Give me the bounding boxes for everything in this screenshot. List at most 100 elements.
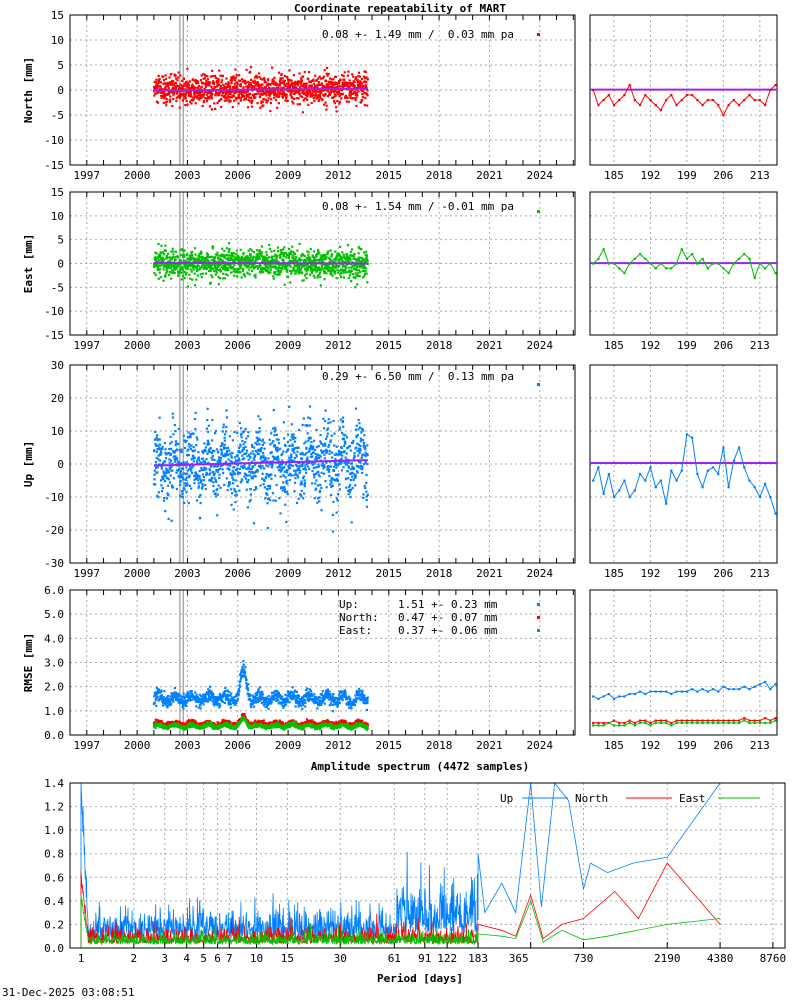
east-point xyxy=(363,260,367,264)
north-point xyxy=(329,93,332,96)
east-point xyxy=(187,257,190,260)
up-point xyxy=(260,455,263,459)
east-xtick-label: 1997 xyxy=(74,339,101,352)
up-point xyxy=(276,455,280,458)
north-point xyxy=(257,82,260,85)
east-point xyxy=(279,248,282,252)
north-point xyxy=(281,96,285,99)
north-point xyxy=(250,102,253,105)
up-point xyxy=(250,443,254,447)
rmse-up-point xyxy=(201,700,204,703)
east-point xyxy=(173,271,176,275)
east-point xyxy=(211,276,214,279)
north-point xyxy=(292,89,295,93)
up-point xyxy=(185,491,188,494)
up-point xyxy=(349,478,353,482)
up-point xyxy=(275,433,278,436)
east-xtick-label: 2000 xyxy=(124,339,151,352)
rmse-up-point xyxy=(155,704,158,707)
up-point xyxy=(241,454,244,457)
rmse-up-point xyxy=(223,691,226,694)
east-xtick-label: 2018 xyxy=(426,339,453,352)
up-point xyxy=(365,495,368,498)
east-point xyxy=(199,273,202,276)
east-point xyxy=(260,251,263,254)
north-point xyxy=(320,90,323,93)
north-point xyxy=(281,81,284,85)
north-point xyxy=(194,102,197,105)
east-point xyxy=(337,260,341,263)
up-point xyxy=(168,461,171,464)
rmse-up-point xyxy=(220,698,223,701)
up-point xyxy=(355,464,358,468)
east-point xyxy=(355,274,358,277)
north-point xyxy=(157,74,160,78)
east-recent-xtick-label: 185 xyxy=(604,339,624,352)
east-recent-point xyxy=(654,267,657,270)
rmse-up-point xyxy=(167,697,171,701)
up-point xyxy=(319,455,322,458)
up-point xyxy=(219,460,222,463)
east-point xyxy=(356,269,359,272)
up-point xyxy=(313,476,316,479)
east-point xyxy=(240,263,243,267)
north-xtick-label: 2000 xyxy=(124,169,151,182)
up-point xyxy=(350,521,353,524)
north-point xyxy=(229,85,232,88)
north-point xyxy=(266,84,269,87)
north-point xyxy=(187,86,190,90)
up-recent-point xyxy=(727,486,730,489)
rmse-up-point xyxy=(199,707,202,710)
north-point xyxy=(287,82,290,85)
north-point xyxy=(290,82,293,85)
up-point xyxy=(211,455,214,458)
up-point xyxy=(214,495,218,498)
east-point xyxy=(347,276,350,280)
east-point xyxy=(273,255,276,258)
up-point xyxy=(169,453,172,456)
up-point xyxy=(214,429,217,433)
north-point xyxy=(356,88,359,91)
east-point xyxy=(340,275,343,279)
east-point xyxy=(239,248,242,251)
up-point xyxy=(236,472,240,475)
up-point xyxy=(294,477,297,480)
north-point xyxy=(160,94,163,98)
up-point xyxy=(348,491,351,494)
rmse-xtick-label: 2012 xyxy=(325,739,352,752)
east-point xyxy=(339,256,342,259)
up-point xyxy=(331,513,335,516)
north-point xyxy=(198,85,201,88)
north-recent-point xyxy=(717,104,720,107)
east-point xyxy=(304,264,307,267)
north-point xyxy=(164,85,167,88)
east-point xyxy=(245,263,248,266)
east-point xyxy=(243,275,247,278)
east-point xyxy=(176,255,179,258)
up-point xyxy=(313,466,317,469)
north-point xyxy=(229,79,232,82)
up-point xyxy=(329,479,332,482)
north-point xyxy=(319,95,322,98)
east-point xyxy=(319,275,322,279)
north-point xyxy=(263,77,266,80)
east-point xyxy=(186,265,190,268)
up-point xyxy=(274,428,277,431)
east-point xyxy=(174,256,177,259)
up-point xyxy=(354,484,357,487)
north-ytick-label: 10 xyxy=(51,34,64,47)
up-point xyxy=(308,424,311,427)
north-point xyxy=(154,81,158,84)
north-point xyxy=(265,94,268,97)
up-point xyxy=(320,471,323,474)
up-point xyxy=(225,451,228,454)
up-point xyxy=(305,452,308,455)
north-point xyxy=(355,92,358,95)
east-point xyxy=(307,254,310,257)
north-point xyxy=(249,83,252,86)
east-point xyxy=(331,268,335,271)
rmse-up-point xyxy=(226,695,230,698)
up-point xyxy=(209,447,212,450)
rmse-up-point xyxy=(155,691,158,695)
east-point xyxy=(285,267,288,271)
